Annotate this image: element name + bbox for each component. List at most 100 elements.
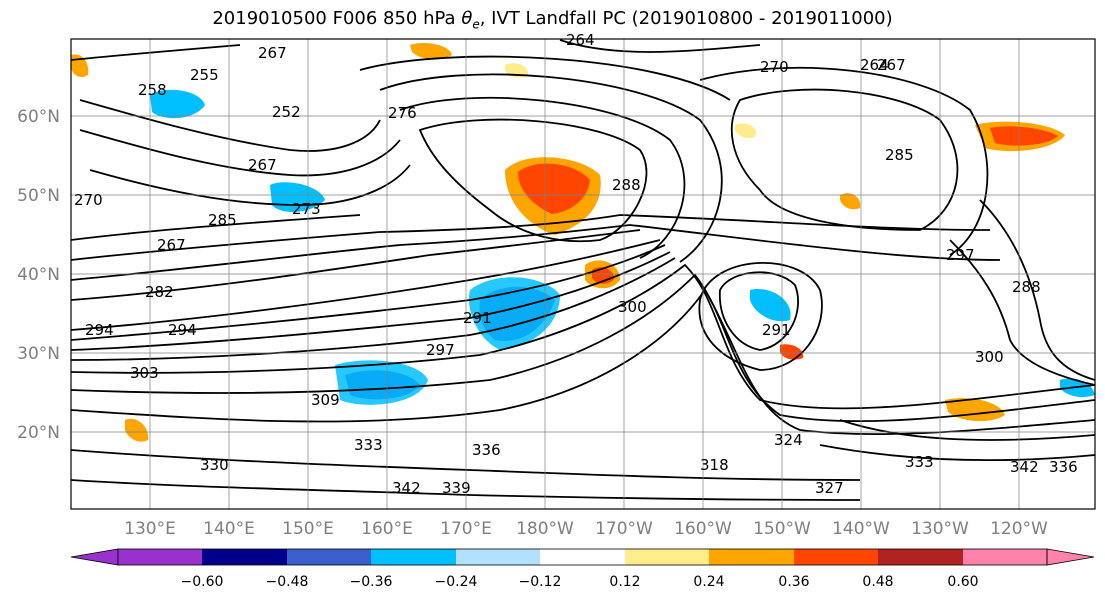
lon-label-180: 180°W xyxy=(516,519,574,539)
colorbar-segment xyxy=(963,549,1047,565)
shade-cyan-3 xyxy=(150,89,205,119)
contour-6 xyxy=(71,273,1095,423)
lon-label-170w: 170°W xyxy=(595,519,653,539)
contour-label: 252 xyxy=(272,103,301,121)
contour-label: 285 xyxy=(885,146,914,164)
lat-label-60n: 60°N xyxy=(17,107,60,127)
contour-label: 297 xyxy=(946,246,975,264)
contour-9 xyxy=(71,224,1001,281)
contour-label: 324 xyxy=(774,431,803,449)
contour-19 xyxy=(699,66,989,256)
lat-label-20n: 20°N xyxy=(17,423,60,443)
theta-symbol: θ xyxy=(461,8,473,29)
colorbar-segment xyxy=(202,549,287,565)
colorbar-tick-label: −0.24 xyxy=(435,574,478,590)
lat-label-50n: 50°N xyxy=(17,186,60,206)
lat-label-40n: 40°N xyxy=(17,265,60,285)
contour-24 xyxy=(819,444,1095,462)
colorbar-extend-low xyxy=(70,548,119,566)
contour-label: 318 xyxy=(700,456,729,474)
contour-label: 336 xyxy=(472,441,501,459)
contour-18 xyxy=(730,88,959,231)
lon-label-150w: 150°W xyxy=(753,519,811,539)
colorbar-tick-label: −0.48 xyxy=(266,574,309,590)
lon-label-130w: 130°W xyxy=(911,519,969,539)
theta-subscript: e xyxy=(472,17,480,32)
contour-16 xyxy=(719,271,799,351)
contour-15 xyxy=(359,55,731,101)
colorbar-frame xyxy=(117,548,1048,566)
plot-title: 2019010500 F006 850 hPa θe, IVT Landfall… xyxy=(0,8,1105,32)
colorbar-tick-label: −0.60 xyxy=(181,574,224,590)
colorbar-segment xyxy=(709,549,794,565)
contour-label: 264 xyxy=(860,56,889,74)
colorbar-tick-label: −0.12 xyxy=(519,574,562,590)
contour-27 xyxy=(979,199,1095,381)
colorbar-tick-label: 0.24 xyxy=(693,574,724,590)
contour-label: 339 xyxy=(442,479,471,497)
contour-label: 282 xyxy=(145,283,174,301)
contour-label: 330 xyxy=(200,456,229,474)
contour-25 xyxy=(71,449,861,481)
colorbar-segment xyxy=(540,549,625,565)
contour-13 xyxy=(399,96,686,259)
map-gridlines xyxy=(71,39,1095,509)
contour-label: 342 xyxy=(392,479,421,497)
contour-28 xyxy=(949,239,1095,386)
colorbar-segment xyxy=(118,549,202,565)
title-suffix: , IVT Landfall PC (2019010800 - 20190110… xyxy=(479,8,893,29)
contour-label: 294 xyxy=(85,321,114,339)
contour-label: 309 xyxy=(311,391,340,409)
shade-yellow-2 xyxy=(735,123,756,138)
contour-value-labels: 264 258 255 267 252 267 276 273 267 282 … xyxy=(74,31,1078,497)
contour-8 xyxy=(71,229,641,301)
lon-label-130e: 130°E xyxy=(124,519,176,539)
shade-red-2 xyxy=(990,126,1058,146)
colorbar-tick-label: −0.36 xyxy=(350,574,393,590)
colorbar-segment xyxy=(878,549,963,565)
anomaly-shading xyxy=(71,43,1095,442)
contour-1 xyxy=(71,239,661,331)
contour-30 xyxy=(559,39,761,53)
contour-label: 288 xyxy=(612,176,641,194)
contour-26 xyxy=(71,479,861,501)
contour-label: 294 xyxy=(168,321,197,339)
lon-label-140w: 140°W xyxy=(832,519,890,539)
colorbar-tick-label: 0.36 xyxy=(778,574,809,590)
contour-label: 300 xyxy=(975,348,1004,366)
lon-label-160w: 160°W xyxy=(674,519,732,539)
colorbar-segment xyxy=(794,549,878,565)
lon-label-140e: 140°E xyxy=(203,519,255,539)
contour-label: 300 xyxy=(618,298,647,316)
shade-cyan-5 xyxy=(750,289,791,322)
colorbar-tick-label: 0.48 xyxy=(862,574,893,590)
contour-7 xyxy=(71,288,1095,436)
shade-cyan-2 xyxy=(335,360,428,405)
contour-label: 273 xyxy=(292,200,321,218)
lon-label-160e: 160°E xyxy=(361,519,413,539)
lon-label-150e: 150°E xyxy=(282,519,334,539)
contour-10 xyxy=(71,214,991,261)
longitude-tick-labels: 130°E 140°E 150°E 160°E 170°E 180°W 170°… xyxy=(124,519,1048,539)
colorbar-tick-label: 0.12 xyxy=(609,574,640,590)
contour-label: 285 xyxy=(208,211,237,229)
colorbar-segment xyxy=(456,549,540,565)
colorbar-tick-label: 0.60 xyxy=(947,574,978,590)
lat-label-30n: 30°N xyxy=(17,344,60,364)
contour-label: 267 xyxy=(157,236,186,254)
contour-21 xyxy=(79,129,401,177)
colorbar-segment xyxy=(625,549,709,565)
contour-label: 291 xyxy=(762,321,791,339)
contour-label: 258 xyxy=(138,81,167,99)
contour-label: 297 xyxy=(426,341,455,359)
contour-label: 336 xyxy=(1049,458,1078,476)
lon-label-170e: 170°E xyxy=(440,519,492,539)
contour-14 xyxy=(379,73,723,263)
map-frame xyxy=(70,38,1096,510)
contour-label: 333 xyxy=(354,436,383,454)
colorbar: −0.60 −0.48 −0.36 −0.24 −0.12 0.12 0.24 … xyxy=(70,548,1095,590)
contour-4 xyxy=(71,257,676,361)
shade-orange-8 xyxy=(840,193,861,210)
theta-e-contours xyxy=(71,39,1095,501)
